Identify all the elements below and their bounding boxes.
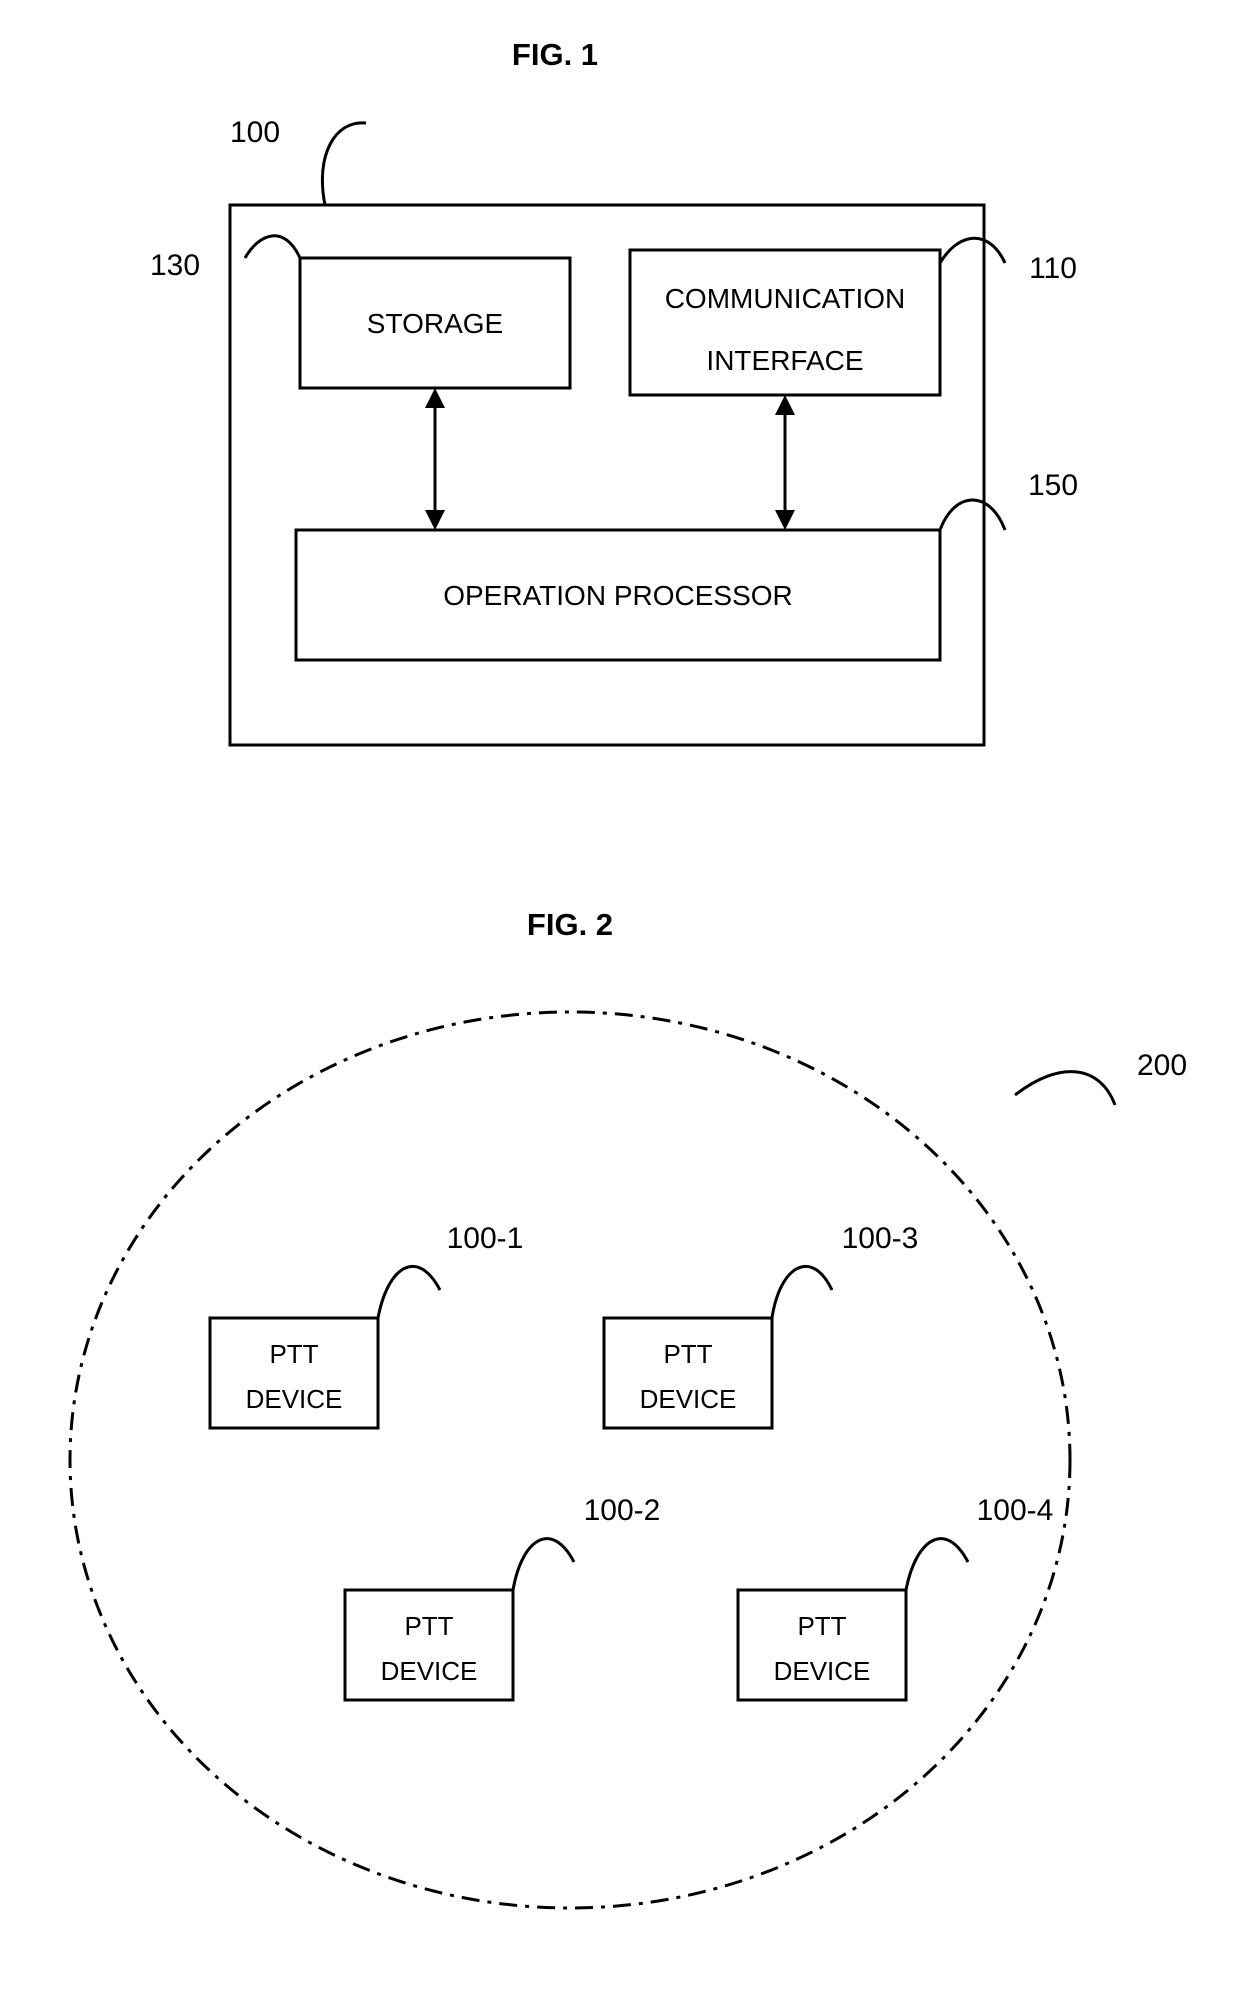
fig2-device-4-line2: DEVICE <box>774 1656 871 1686</box>
fig2-device-4-line1: PTT <box>797 1611 846 1641</box>
fig2-ref-100-3: 100-3 <box>842 1222 919 1255</box>
diagram-svg: FIG. 1 100 STORAGE 130 COMMUNICATION INT… <box>0 0 1240 2005</box>
fig2-ref-100-1: 100-1 <box>447 1222 524 1255</box>
fig1-leader-110 <box>940 238 1005 263</box>
fig1-leader-150 <box>940 500 1005 530</box>
fig2-device-1-line2: DEVICE <box>246 1384 343 1414</box>
fig2-device-2-line2: DEVICE <box>381 1656 478 1686</box>
fig1-comm-line1: COMMUNICATION <box>665 283 906 314</box>
fig2-device-1-line1: PTT <box>269 1339 318 1369</box>
fig1-leader-130 <box>245 236 300 258</box>
fig2-leader-200 <box>1015 1072 1115 1105</box>
fig2-title: FIG. 2 <box>527 907 613 942</box>
fig1-processor-label: OPERATION PROCESSOR <box>443 580 793 611</box>
fig1-ref-100: 100 <box>230 116 280 149</box>
fig1-arrow-storage-down <box>425 510 445 530</box>
fig1-arrow-comm-down <box>775 510 795 530</box>
page-container: FIG. 1 100 STORAGE 130 COMMUNICATION INT… <box>0 0 1240 2005</box>
fig2-ref-100-4: 100-4 <box>977 1494 1054 1527</box>
fig2-cloud <box>70 1012 1070 1908</box>
fig1-title: FIG. 1 <box>512 37 598 72</box>
fig1-ref-150: 150 <box>1028 469 1078 502</box>
fig2-device-2-line1: PTT <box>404 1611 453 1641</box>
fig1-arrow-comm-up <box>775 395 795 415</box>
fig1-storage-label: STORAGE <box>367 308 503 339</box>
fig2-leader-100-4 <box>906 1539 968 1590</box>
fig2-leader-100-1 <box>378 1266 440 1318</box>
fig1-comm-line2: INTERFACE <box>706 345 863 376</box>
fig2-device-3-line2: DEVICE <box>640 1384 737 1414</box>
fig1-ref-110: 110 <box>1029 252 1077 285</box>
fig2-ref-200: 200 <box>1137 1049 1187 1082</box>
fig2-leader-100-2 <box>513 1539 574 1590</box>
fig2-ref-100-2: 100-2 <box>584 1494 661 1527</box>
fig1-leader-100 <box>322 123 366 205</box>
fig2-device-3-line1: PTT <box>663 1339 712 1369</box>
fig1-ref-130: 130 <box>150 249 200 282</box>
fig2-leader-100-3 <box>772 1266 832 1318</box>
fig1-arrow-storage-up <box>425 388 445 408</box>
